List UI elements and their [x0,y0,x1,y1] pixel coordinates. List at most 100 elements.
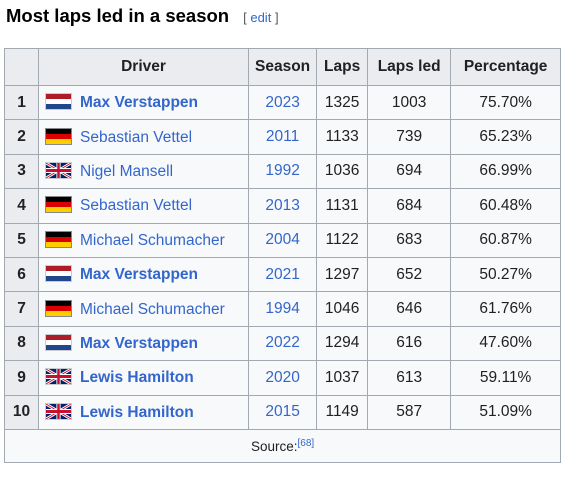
season-cell: 2013 [247,188,318,224]
table-row: 9 Lewis Hamilton 2020 1037 613 59.11% [4,360,562,396]
source-label: Source: [250,438,298,454]
laps-cell: 1294 [316,325,369,362]
section-heading: Most laps led in a season [ edit ] [6,5,279,29]
season-link[interactable]: 2021 [265,265,300,283]
de-flag-icon[interactable] [45,230,72,248]
header-percentage[interactable]: Percentage [450,48,562,86]
edit-bracket-close: ] [274,10,279,25]
driver-cell: Sebastian Vettel [38,188,249,224]
table-row: 4 Sebastian Vettel 2013 1131 684 60.48% [4,188,562,224]
season-cell: 2021 [247,256,318,293]
percentage-cell: 47.60% [450,325,562,362]
de-flag-icon[interactable] [45,299,72,317]
laps-led-cell: 646 [367,291,452,327]
laps-cell: 1122 [316,222,369,258]
gb-flag-icon[interactable] [45,161,72,179]
source-reference-link[interactable]: [68] [297,437,315,449]
laps-led-cell: 683 [367,222,452,258]
header-laps[interactable]: Laps [316,48,369,86]
edit-section: [ edit ] [243,10,278,25]
percentage-cell: 66.99% [450,153,562,190]
season-cell: 2020 [247,360,318,396]
percentage-cell: 50.27% [450,256,562,293]
driver-link[interactable]: Max Verstappen [80,266,199,284]
source-cell: Source:[68] [3,428,562,463]
header-row: Driver Season Laps Laps led Percentage [4,48,562,86]
laps-cell: 1036 [316,153,369,190]
header-season[interactable]: Season [247,48,318,86]
laps-cell: 1149 [316,394,369,430]
season-link[interactable]: 2004 [265,231,300,249]
percentage-cell: 59.11% [450,360,562,396]
driver-link[interactable]: Sebastian Vettel [80,128,193,146]
header-rank [4,48,39,86]
season-cell: 2023 [247,84,318,121]
season-cell: 1992 [247,153,318,190]
laps-led-table: Driver Season Laps Laps led Percentage 1… [3,48,562,463]
percentage-cell: 75.70% [450,84,562,121]
section-title: Most laps led in a season [6,5,230,26]
driver-cell: Max Verstappen [38,84,249,121]
table-row: 10 Lewis Hamilton 2015 1149 587 51.09% [4,394,562,430]
driver-cell: Michael Schumacher [38,222,249,258]
rank-cell: 9 [4,360,39,396]
driver-cell: Lewis Hamilton [38,394,249,430]
driver-link[interactable]: Nigel Mansell [80,162,174,180]
percentage-cell: 60.87% [450,222,562,258]
laps-led-cell: 587 [367,394,452,430]
edit-bracket-open: [ [243,10,247,25]
driver-cell: Nigel Mansell [38,153,249,190]
driver-cell: Max Verstappen [38,325,249,362]
laps-cell: 1131 [316,188,369,224]
driver-link[interactable]: Lewis Hamilton [80,369,194,387]
season-cell: 1994 [247,291,318,327]
table-row: 7 Michael Schumacher 1994 1046 646 61.76% [4,291,562,327]
gb-flag-icon[interactable] [45,402,72,420]
table-row: 8 Max Verstappen 2022 1294 616 47.60% [4,325,562,362]
rank-cell: 5 [4,222,39,258]
laps-cell: 1133 [316,119,369,155]
laps-led-cell: 694 [367,153,452,190]
driver-link[interactable]: Michael Schumacher [80,300,225,318]
percentage-cell: 60.48% [450,188,562,224]
table-row: 1 Max Verstappen 2023 1325 1003 75.70% [4,84,562,121]
table-row: 3 Nigel Mansell 1992 1036 694 66.99% [4,153,562,190]
laps-led-cell: 739 [367,119,452,155]
driver-link[interactable]: Lewis Hamilton [80,403,194,421]
season-cell: 2004 [247,222,318,258]
driver-cell: Lewis Hamilton [38,360,249,396]
percentage-cell: 61.76% [450,291,562,327]
nl-flag-icon[interactable] [45,333,72,351]
season-link[interactable]: 2015 [265,403,300,421]
edit-link[interactable]: edit [250,10,272,25]
rank-cell: 3 [4,153,39,190]
season-link[interactable]: 1992 [265,162,300,180]
de-flag-icon[interactable] [45,127,72,145]
season-link[interactable]: 2023 [265,93,300,111]
header-driver[interactable]: Driver [38,48,249,86]
rank-cell: 7 [4,291,39,327]
source-row: Source:[68] [3,428,562,463]
rank-cell: 2 [4,119,39,155]
nl-flag-icon[interactable] [45,265,72,283]
de-flag-icon[interactable] [45,196,72,214]
season-link[interactable]: 2013 [265,196,300,214]
season-link[interactable]: 2020 [265,368,300,386]
rank-cell: 6 [4,256,39,293]
nl-flag-icon[interactable] [45,93,72,111]
season-link[interactable]: 2011 [265,128,300,146]
season-cell: 2011 [247,119,318,155]
driver-link[interactable]: Michael Schumacher [80,231,225,249]
season-link[interactable]: 2022 [265,334,300,352]
header-laps-led[interactable]: Laps led [367,48,452,86]
table-row: 6 Max Verstappen 2021 1297 652 50.27% [4,256,562,293]
rank-cell: 10 [4,394,39,430]
gb-flag-icon[interactable] [45,368,72,386]
laps-led-cell: 684 [367,188,452,224]
driver-link[interactable]: Max Verstappen [80,94,199,112]
driver-link[interactable]: Sebastian Vettel [80,197,193,215]
rank-cell: 1 [4,84,39,121]
laps-cell: 1037 [316,360,369,396]
season-link[interactable]: 1994 [265,300,300,318]
driver-link[interactable]: Max Verstappen [80,334,199,352]
